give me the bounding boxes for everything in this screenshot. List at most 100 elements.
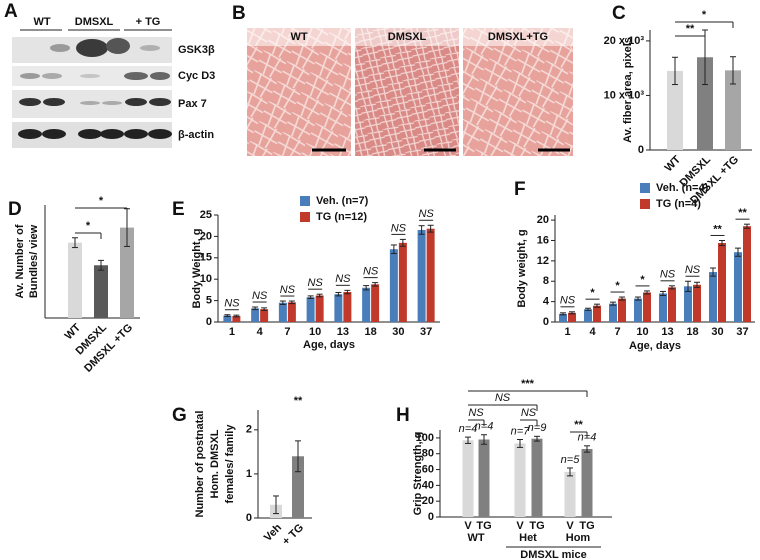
group-label: Hom [566,532,591,544]
group-label: WT [467,532,484,544]
y-axis-title: Av. fiber area, pixels [622,37,634,143]
y-tick-label: 0 [638,144,644,156]
bar [643,292,651,322]
legend-swatch [300,196,310,206]
bar [260,309,269,322]
legend-label: TG (n=4) [656,198,701,210]
y-tick-label: 10 [200,273,212,285]
significance: NS [335,273,351,285]
bar [667,70,683,150]
y-tick-label: 0 [543,316,549,328]
x-tick-label: TG [529,520,544,532]
bar [68,242,82,318]
bar [251,308,260,322]
x-tick-label: 18 [686,326,698,338]
x-tick-label: 13 [661,326,673,338]
significance: NS [418,208,434,220]
blot-row: GSK3β [178,44,215,56]
x-tick-label: TG [579,520,594,532]
y-axis-title: Hom. DMSXL [209,429,221,498]
y-tick-label: 25 [200,209,212,221]
significance: * [590,287,595,299]
y-tick-label: 4 [543,296,550,308]
n-label: n=4 [459,423,478,435]
image-label: WT [290,31,307,43]
significance: NS [468,407,484,419]
x-tick-label: 4 [589,326,596,338]
bar [462,440,474,517]
western-blot [12,29,172,148]
bar [278,302,287,322]
y-tick-label: 20 x 10³ [604,35,645,47]
x-tick-label: 10 [636,326,648,338]
y-axis-title: Grip Strength, g [412,432,424,516]
histology [247,28,573,156]
blot-column: WT [33,16,50,28]
y-tick-label: 1 [246,468,252,480]
bar [725,70,741,150]
x-tick-label: TG [476,520,491,532]
significance: NS [280,284,296,296]
x-tick-label: 37 [736,326,748,338]
panel-letter: A [4,1,18,22]
significance: NS [307,277,323,289]
x-tick-label: 10 [309,326,321,338]
bar [718,243,726,322]
panel-letter: E [172,199,185,220]
bar [478,439,490,517]
significance: ** [574,419,583,431]
y-tick-label: 8 [543,275,549,287]
blot-column: + TG [136,16,161,28]
y-tick-label: 20 [537,214,549,226]
legend-swatch [300,212,310,222]
significance: * [615,280,620,292]
x-tick-label: 1 [564,326,570,338]
bar [693,284,701,322]
significance: ** [738,207,747,219]
bar [568,312,576,322]
significance: * [86,220,91,232]
bar [362,287,371,322]
bar [668,287,676,322]
significance: NS [560,295,576,307]
bar [564,471,576,517]
significance: NS [252,290,268,302]
x-tick-label: V [566,520,574,532]
panel-letter: H [396,405,410,426]
x-axis-title: Age, days [303,339,355,351]
bar [559,313,567,322]
y-tick-label: 10 x 10³ [604,89,645,101]
x-tick-label: V [464,520,472,532]
significance: NS [660,269,676,281]
x-tick-label: 30 [711,326,723,338]
y-tick-label: 60 [422,463,434,475]
y-tick-label: 100 [416,432,434,444]
bar [618,298,626,322]
bar [389,249,398,322]
blot-row: β-actin [178,129,214,141]
significance: * [702,9,707,21]
y-axis-title: Av. Number of [14,224,26,298]
x-tick-label: 18 [365,326,377,338]
group-label: Het [519,532,537,544]
bar [581,448,593,517]
panel-letter: F [514,179,526,200]
x-tick-label: 7 [614,326,620,338]
significance: NS [521,407,537,419]
n-label: n=5 [561,454,581,466]
image-label: DMSXL [388,31,427,43]
y-axis-title: Body Weight, g [191,229,203,309]
y-axis-title: females/ family [224,424,236,504]
bar [371,284,380,322]
y-tick-label: 20 [200,230,212,242]
y-tick-label: 2 [246,424,252,436]
significance: ** [294,395,303,407]
significance: NS [224,298,240,310]
significance: NS [363,266,379,278]
bar [697,57,713,150]
bar [120,227,134,318]
panel-letter: D [8,199,22,220]
bar [315,295,324,322]
y-tick-label: 12 [537,255,549,267]
